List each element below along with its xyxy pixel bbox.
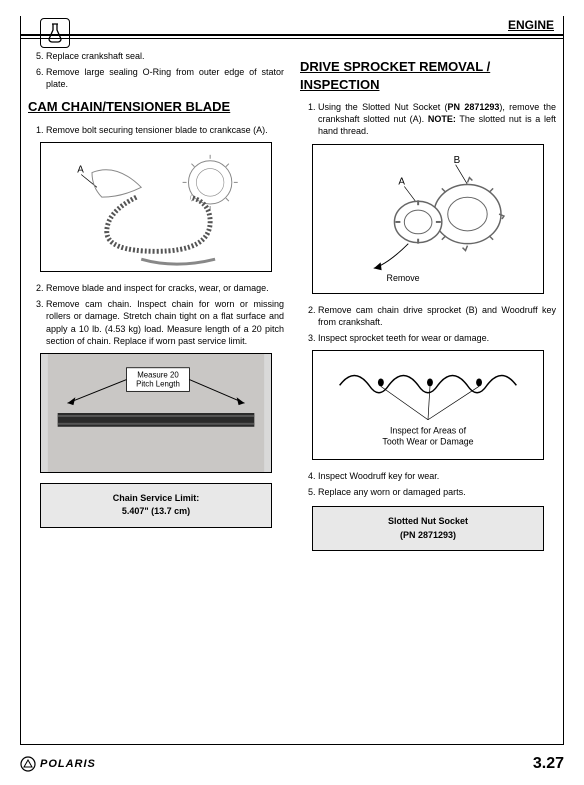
instruction-item: Remove cam chain drive sprocket (B) and …: [318, 304, 556, 328]
instruction-item: Remove cam chain. Inspect chain for worn…: [46, 298, 284, 347]
svg-text:A: A: [398, 176, 405, 187]
part-box-line2: (PN 2871293): [317, 529, 539, 543]
service-limit-line2: 5.407" (13.7 cm): [45, 505, 267, 519]
brand-text: POLARIS: [40, 758, 96, 770]
svg-text:Pitch Length: Pitch Length: [136, 379, 180, 388]
flask-icon: [40, 18, 70, 48]
instruction-item: Inspect Woodruff key for wear.: [318, 470, 556, 482]
instruction-item: Replace crankshaft seal.: [46, 50, 284, 62]
instruction-item: Remove bolt securing tensioner blade to …: [46, 124, 284, 136]
cam-chain-figure: A: [40, 142, 272, 272]
instruction-item: Remove large sealing O-Ring from outer e…: [46, 66, 284, 90]
right-column: DRIVE SPROCKET REMOVAL / INSPECTION Usin…: [300, 50, 556, 737]
content: Replace crankshaft seal. Remove large se…: [28, 50, 556, 737]
right-list2: Remove cam chain drive sprocket (B) and …: [300, 304, 556, 344]
svg-text:B: B: [454, 154, 461, 165]
instruction-item: Using the Slotted Nut Socket (PN 2871293…: [318, 101, 556, 137]
instruction-item: Remove blade and inspect for cracks, wea…: [46, 282, 284, 294]
chain-service-limit-box: Chain Service Limit: 5.407" (13.7 cm): [40, 483, 272, 528]
section-header: ENGINE: [508, 18, 554, 32]
left-column: Replace crankshaft seal. Remove large se…: [28, 50, 284, 737]
instruction-item: Replace any worn or damaged parts.: [318, 486, 556, 498]
header-rule-2: [20, 38, 564, 39]
instruction-item: Inspect sprocket teeth for wear or damag…: [318, 332, 556, 344]
header-rule-1: [20, 34, 564, 36]
tooth-wear-figure: Inspect for Areas of Tooth Wear or Damag…: [312, 350, 544, 460]
left-pre-list: Replace crankshaft seal. Remove large se…: [28, 50, 284, 90]
slotted-nut-figure: B A: [312, 144, 544, 294]
part-box-line1: Slotted Nut Socket: [317, 515, 539, 529]
service-limit-line1: Chain Service Limit:: [45, 492, 267, 506]
svg-text:Inspect for Areas of: Inspect for Areas of: [390, 425, 467, 435]
svg-text:Tooth Wear or Damage: Tooth Wear or Damage: [382, 436, 473, 446]
brand-logo: POLARIS: [20, 756, 96, 772]
right-list1: Using the Slotted Nut Socket (PN 2871293…: [300, 101, 556, 137]
page-number: 3.27: [533, 755, 564, 773]
left-list1: Remove bolt securing tensioner blade to …: [28, 124, 284, 136]
footer: POLARIS 3.27: [20, 755, 564, 773]
slotted-nut-socket-box: Slotted Nut Socket (PN 2871293): [312, 506, 544, 551]
right-list3: Inspect Woodruff key for wear. Replace a…: [300, 470, 556, 498]
label-a: A: [77, 165, 84, 176]
drive-sprocket-heading: DRIVE SPROCKET REMOVAL / INSPECTION: [300, 58, 556, 93]
svg-text:Remove: Remove: [387, 273, 420, 283]
cam-chain-heading: CAM CHAIN/TENSIONER BLADE: [28, 98, 284, 116]
left-list2: Remove blade and inspect for cracks, wea…: [28, 282, 284, 347]
svg-text:Measure 20: Measure 20: [137, 370, 179, 379]
chain-measure-figure: Measure 20 Pitch Length: [40, 353, 272, 473]
